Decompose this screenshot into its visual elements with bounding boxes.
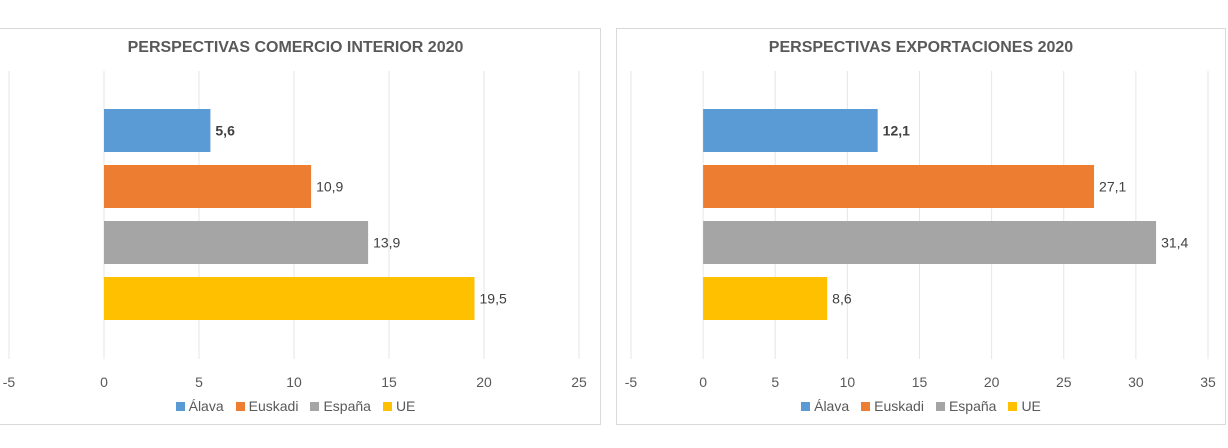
chart-title: PERSPECTIVAS COMERCIO INTERIOR 2020 xyxy=(127,39,464,56)
data-label: 8,6 xyxy=(832,291,852,307)
legend-swatch xyxy=(935,401,945,411)
x-tick-label: 15 xyxy=(912,374,928,390)
legend-item-ue: UE xyxy=(382,398,416,414)
bar-álava xyxy=(703,109,878,152)
x-tick-label: 25 xyxy=(571,374,587,390)
legend-item-alava: Álava xyxy=(801,398,849,414)
bar-ue xyxy=(104,277,475,320)
data-label: 13,9 xyxy=(373,235,400,251)
legend-swatch xyxy=(175,401,185,411)
bar-españa xyxy=(703,221,1157,264)
x-tick-label: 0 xyxy=(699,374,707,390)
bar-euskadi xyxy=(703,165,1095,208)
x-tick-label: -5 xyxy=(3,374,16,390)
legend-label: UE xyxy=(1021,398,1041,414)
legend-swatch xyxy=(801,401,811,411)
bar-euskadi xyxy=(104,165,312,208)
legend-swatch xyxy=(382,401,392,411)
bar-chart-plot: -5 0 5 10 15 20 25 5,6 10,9 13,9 19,5 xyxy=(3,71,587,390)
legend-label: España xyxy=(948,398,997,414)
legend-swatch xyxy=(310,401,320,411)
bar-chart-plot: -5 0 5 10 15 20 25 30 35 12,1 27,1 31,4 8,6 xyxy=(625,71,1216,390)
legend-item-euskadi: Euskadi xyxy=(235,398,299,414)
legend-item-espana: España xyxy=(935,398,997,414)
legend-item-alava: Álava xyxy=(175,398,224,414)
data-label: 27,1 xyxy=(1099,179,1126,195)
data-label: 5,6 xyxy=(215,123,235,139)
x-tick-label: 20 xyxy=(984,374,1000,390)
legend-swatch xyxy=(861,401,871,411)
x-tick-label: 10 xyxy=(840,374,856,390)
x-tick-label: 0 xyxy=(100,374,108,390)
legend-swatch xyxy=(1008,401,1018,411)
chart-panel-exportaciones: PERSPECTIVAS EXPORTACIONES 2020 -5 0 5 10 15… xyxy=(616,28,1226,425)
legend-label: Álava xyxy=(814,398,850,414)
x-tick-label: 10 xyxy=(286,374,302,390)
chart-panel-comercio-interior: PERSPECTIVAS COMERCIO INTERIOR 2020 -5 0 5… xyxy=(0,28,601,425)
x-tick-label: -5 xyxy=(625,374,638,390)
x-tick-label: 15 xyxy=(381,374,397,390)
legend-label: Euskadi xyxy=(248,398,299,414)
legend-swatch xyxy=(235,401,245,411)
x-tick-label: 35 xyxy=(1200,374,1216,390)
legend-item-espana: España xyxy=(310,398,371,414)
x-tick-label: 20 xyxy=(476,374,492,390)
chart-title: PERSPECTIVAS EXPORTACIONES 2020 xyxy=(768,39,1074,56)
legend-label: Álava xyxy=(188,398,224,414)
legend-label: Euskadi xyxy=(874,398,924,414)
data-label: 31,4 xyxy=(1161,235,1188,251)
legend-label: UE xyxy=(395,398,416,414)
x-tick-label: 5 xyxy=(195,374,203,390)
data-label: 19,5 xyxy=(480,291,507,307)
data-label: 12,1 xyxy=(883,123,910,139)
x-tick-label: 25 xyxy=(1056,374,1072,390)
chart-legend: Álava Euskadi España UE xyxy=(617,398,1225,414)
bar-álava xyxy=(104,109,211,152)
x-tick-label: 5 xyxy=(771,374,779,390)
legend-item-ue: UE xyxy=(1008,398,1041,414)
legend-item-euskadi: Euskadi xyxy=(861,398,924,414)
chart-legend: Álava Euskadi España UE xyxy=(0,398,600,414)
legend-label: España xyxy=(323,398,371,414)
data-label: 10,9 xyxy=(316,179,343,195)
x-tick-label: 30 xyxy=(1128,374,1144,390)
bar-españa xyxy=(104,221,369,264)
bar-ue xyxy=(703,277,828,320)
